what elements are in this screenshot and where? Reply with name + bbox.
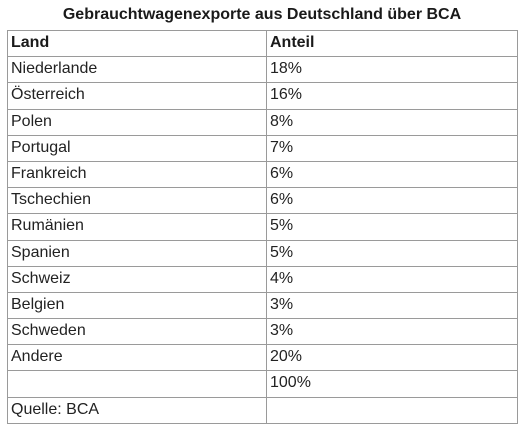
cell-land: Polen <box>7 108 267 136</box>
cell-land: Spanien <box>7 239 267 267</box>
column-header-land: Land <box>7 29 267 58</box>
cell-land: Portugal <box>7 134 267 162</box>
cell-anteil: 6% <box>266 160 518 189</box>
table-title: Gebrauchtwagenexporte aus Deutschland üb… <box>62 6 462 23</box>
table-body: Niederlande 18% Österreich 16% Polen 8% Portug… <box>7 56 518 424</box>
cell-anteil: 3% <box>266 291 518 320</box>
table-row: Österreich 16% <box>7 82 518 110</box>
cell-land: Andere <box>7 344 267 372</box>
cell-anteil <box>266 396 518 424</box>
table-row: Quelle: BCA <box>7 396 518 424</box>
column-header-anteil: Anteil <box>266 29 518 58</box>
export-share-table: Land Anteil Niederlande 18% Österreich 16% P… <box>7 29 518 424</box>
table-row: Niederlande 18% <box>7 56 518 84</box>
cell-anteil: 3% <box>266 318 518 346</box>
cell-land: Österreich <box>7 82 267 110</box>
table-row: Schweden 3% <box>7 318 518 346</box>
cell-anteil: 20% <box>266 344 518 372</box>
cell-land: Schweden <box>7 318 267 346</box>
table-row: 100% <box>7 370 518 398</box>
table-row: Rumänien 5% <box>7 213 518 241</box>
cell-anteil: 4% <box>266 265 518 293</box>
cell-land: Niederlande <box>7 56 267 84</box>
cell-land <box>7 370 267 398</box>
table-row: Tschechien 6% <box>7 187 518 215</box>
header-row: Land Anteil <box>7 29 518 58</box>
table-row: Frankreich 6% <box>7 160 518 189</box>
table-row: Polen 8% <box>7 108 518 136</box>
cell-anteil: 5% <box>266 239 518 267</box>
table-row: Schweiz 4% <box>7 265 518 293</box>
cell-anteil: 7% <box>266 134 518 162</box>
cell-land: Quelle: BCA <box>7 396 267 424</box>
cell-anteil: 100% <box>266 370 518 398</box>
table-row: Belgien 3% <box>7 291 518 320</box>
cell-land: Tschechien <box>7 187 267 215</box>
cell-anteil: 18% <box>266 56 518 84</box>
cell-anteil: 6% <box>266 187 518 215</box>
cell-anteil: 5% <box>266 213 518 241</box>
cell-land: Frankreich <box>7 160 267 189</box>
cell-land: Schweiz <box>7 265 267 293</box>
table-row: Andere 20% <box>7 344 518 372</box>
cell-land: Rumänien <box>7 213 267 241</box>
table-row: Portugal 7% <box>7 134 518 162</box>
cell-anteil: 16% <box>266 82 518 110</box>
cell-anteil: 8% <box>266 108 518 136</box>
table-row: Spanien 5% <box>7 239 518 267</box>
cell-land: Belgien <box>7 291 267 320</box>
